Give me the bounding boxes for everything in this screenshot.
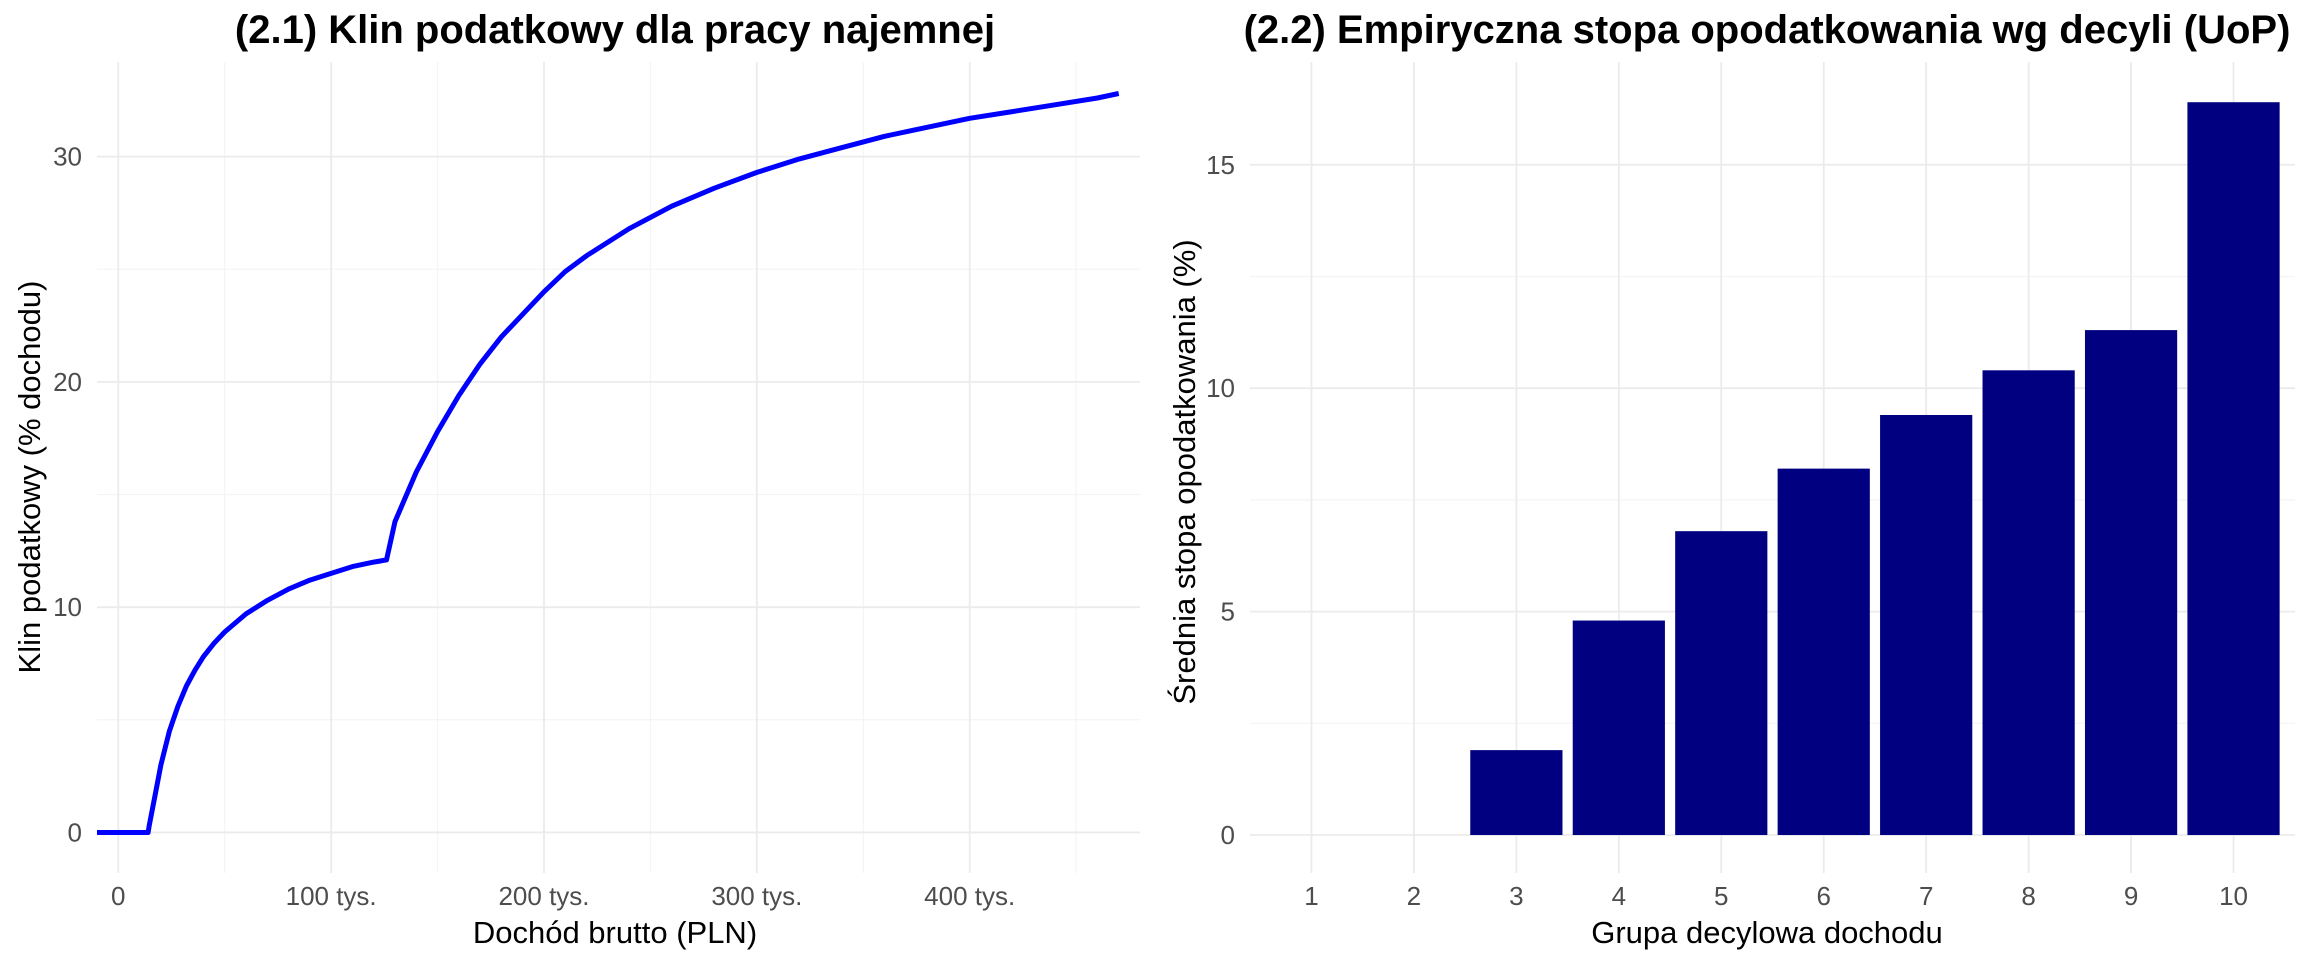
y-tick-label: 0 bbox=[68, 817, 82, 847]
line-chart-series bbox=[97, 91, 1120, 835]
line-chart-y-axis-label: Klin podatkowy (% dochodu) bbox=[12, 281, 47, 674]
y-tick-label: 30 bbox=[53, 142, 82, 172]
x-tick-label: 200 tys. bbox=[498, 881, 589, 911]
line-chart-y-ticks: 0 10 20 30 bbox=[53, 142, 82, 848]
x-tick-label: 1 bbox=[1304, 881, 1318, 911]
y-tick-label: 15 bbox=[1206, 150, 1235, 180]
y-tick-label: 10 bbox=[1206, 373, 1235, 403]
y-tick-label: 20 bbox=[53, 367, 82, 397]
bar-decile-6 bbox=[1777, 468, 1870, 836]
x-tick-label: 100 tys. bbox=[286, 881, 377, 911]
bar-decile-10 bbox=[2187, 102, 2280, 836]
x-tick-label: 300 tys. bbox=[711, 881, 802, 911]
y-tick-label: 0 bbox=[1221, 820, 1235, 850]
bar-decile-3 bbox=[1470, 750, 1563, 836]
bar-chart-y-axis-label: Średnia stopa opodatkowania (%) bbox=[1166, 239, 1202, 704]
x-tick-label: 6 bbox=[1816, 881, 1830, 911]
bar-chart-y-ticks: 0 5 10 15 bbox=[1206, 150, 1235, 850]
line-chart-panel: 0 100 tys. 200 tys. 300 tys. 400 tys. 0 10 20 3… bbox=[12, 8, 1140, 950]
bar-chart-x-axis-label: Grupa decylowa dochodu bbox=[1591, 915, 1943, 950]
line-chart-x-axis-label: Dochód brutto (PLN) bbox=[473, 915, 757, 950]
line-chart-x-ticks: 0 100 tys. 200 tys. 300 tys. 400 tys. bbox=[111, 881, 1015, 911]
x-tick-label: 8 bbox=[2021, 881, 2035, 911]
x-tick-label: 9 bbox=[2124, 881, 2138, 911]
bar-chart-x-ticks: 1 2 3 4 5 6 7 8 9 10 bbox=[1304, 881, 2248, 911]
x-tick-label: 7 bbox=[1919, 881, 1933, 911]
tax-wedge-line bbox=[97, 91, 1120, 835]
bar-decile-8 bbox=[1982, 370, 2075, 836]
bar-chart-panel: 1 2 3 4 5 6 7 8 9 10 0 5 10 15 (2.2) Empiryczna stop… bbox=[1166, 8, 2295, 950]
x-tick-label: 3 bbox=[1509, 881, 1523, 911]
line-chart-title: (2.1) Klin podatkowy dla pracy najemnej bbox=[235, 8, 995, 52]
x-tick-label: 0 bbox=[111, 881, 125, 911]
line-chart-gridlines bbox=[97, 62, 1140, 873]
bar-decile-5 bbox=[1675, 531, 1768, 836]
bar-chart-bars bbox=[1470, 102, 2280, 836]
x-tick-label: 10 bbox=[2219, 881, 2248, 911]
x-tick-label: 400 tys. bbox=[924, 881, 1015, 911]
bar-decile-7 bbox=[1880, 414, 1973, 836]
y-tick-label: 5 bbox=[1221, 597, 1235, 627]
bar-decile-4 bbox=[1572, 620, 1665, 836]
x-tick-label: 5 bbox=[1714, 881, 1728, 911]
x-tick-label: 4 bbox=[1612, 881, 1626, 911]
y-tick-label: 10 bbox=[53, 592, 82, 622]
bar-chart-title: (2.2) Empiryczna stopa opodatkowania wg … bbox=[1244, 8, 2291, 52]
x-tick-label: 2 bbox=[1407, 881, 1421, 911]
bar-decile-9 bbox=[2084, 330, 2178, 836]
